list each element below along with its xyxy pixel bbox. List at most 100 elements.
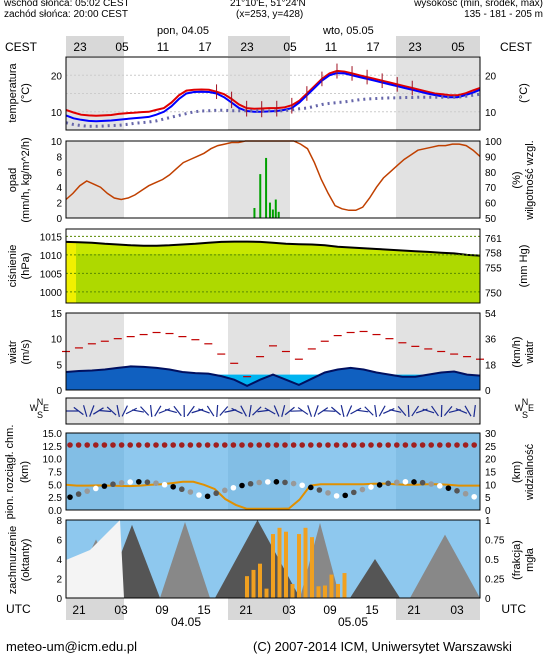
temp-label: temperatura xyxy=(7,62,19,122)
wind-dir-arrow-8 xyxy=(121,405,128,417)
ceiling-dot xyxy=(402,442,409,448)
ceiling-dot xyxy=(136,442,142,448)
cloud-dot xyxy=(75,491,82,497)
wind-area xyxy=(66,366,480,390)
bottom-hour-9: 03 xyxy=(450,603,464,617)
windkmh-rtick-1: 18 xyxy=(485,360,497,371)
ceiling-dot xyxy=(265,442,271,448)
wind-dir-arrow-29 xyxy=(257,409,270,413)
visr-rtick-4: 20 xyxy=(485,455,497,466)
bottom-hour-6: 09 xyxy=(323,603,337,617)
windkmh-rtick-2: 36 xyxy=(485,335,497,346)
ceiling-dot xyxy=(394,442,400,448)
bottom-hour-2: 09 xyxy=(155,603,169,617)
panel-frame-press xyxy=(65,228,481,304)
wind-dir-arrow-3 xyxy=(89,405,95,417)
cloud-tick-1: 2 xyxy=(56,575,62,586)
temp-unit-r: (°C) xyxy=(518,83,530,103)
tz-left-top: CEST xyxy=(5,40,38,54)
ceiling-dot xyxy=(273,442,280,448)
ceiling-dot xyxy=(101,442,108,448)
grid-text: (x=253, y=428) xyxy=(236,9,304,20)
wind-dir-arrow-12 xyxy=(149,404,153,418)
precip-tick-3: 6 xyxy=(56,168,62,179)
visr-rtick-2: 10 xyxy=(485,480,497,491)
tz-left-bottom: UTC xyxy=(6,602,31,616)
press-tick-3: 1015 xyxy=(40,232,63,243)
night-band xyxy=(396,141,480,218)
precip-tick-2: 4 xyxy=(56,183,62,194)
temp-rtick-0: 10 xyxy=(485,108,497,119)
day2-label: wto, 05.05 xyxy=(323,25,374,37)
wind-dir-arrow-16 xyxy=(173,405,182,417)
cloud-dot xyxy=(161,481,168,488)
precip-tick-4: 8 xyxy=(56,152,62,163)
ceiling-dot xyxy=(93,442,99,448)
vis-tick-3: 7.5 xyxy=(48,468,62,479)
wind-dir-arrow-5 xyxy=(98,409,112,413)
panel-frame-temp xyxy=(65,56,481,131)
cloud-dot xyxy=(110,481,116,488)
windkmh-rtick-0: 0 xyxy=(485,386,491,397)
precip-bar-2 xyxy=(265,157,268,218)
wind-dir-arrow-44 xyxy=(356,409,369,413)
cloud-dot xyxy=(170,483,176,490)
wind-dir-arrow-21 xyxy=(206,405,215,417)
wind-dir-arrow-31 xyxy=(273,405,280,417)
wind-dir-arrow-49 xyxy=(389,409,402,413)
hum-rtick-1: 60 xyxy=(485,199,497,210)
email-link[interactable]: meteo-um@icm.edu.pl xyxy=(6,639,137,654)
fog-bar-0 xyxy=(245,576,249,598)
vis-tick-4: 10.0 xyxy=(43,455,63,466)
top-band xyxy=(66,36,124,56)
pressmm-rtick-3: 761 xyxy=(485,234,502,245)
precip-bar-4 xyxy=(271,209,274,218)
ceiling-dot xyxy=(118,442,125,448)
top-hour-4: 23 xyxy=(240,40,254,54)
vis-tick-1: 2.5 xyxy=(48,493,62,504)
fog-bar-11 xyxy=(316,586,321,598)
wind-dir-arrow-13 xyxy=(154,405,162,417)
wind-dir-arrow-23 xyxy=(219,406,229,416)
rose-right-N: N xyxy=(522,397,529,407)
bottom-hour-1: 03 xyxy=(114,603,128,617)
hum-rtick-0: 50 xyxy=(485,214,497,225)
cloud-dot xyxy=(445,485,452,491)
pressure-line xyxy=(65,240,481,257)
wind-dir-arrow-42 xyxy=(346,405,353,417)
wind-dir-arrow-37 xyxy=(313,405,319,417)
coords-text: 21°10'E, 51°24'N xyxy=(230,0,306,9)
wind-dir-arrow-10 xyxy=(131,409,145,413)
vis-label-r: widzialność xyxy=(524,443,536,501)
cloud-layer-2 xyxy=(160,521,210,598)
wind-dir-arrow-9 xyxy=(125,407,138,415)
vis-unit-r: (km) xyxy=(511,461,523,483)
fog-bar-4 xyxy=(271,534,275,598)
hum-rtick-2: 70 xyxy=(485,183,497,194)
copyright-text: (C) 2007-2014 ICM, Uniwersytet Warszawsk… xyxy=(253,639,512,654)
fog-bar-6 xyxy=(284,531,288,598)
precip-bar-1 xyxy=(259,174,262,218)
vis-unit: (km) xyxy=(19,461,31,483)
ceiling-dot xyxy=(247,442,254,448)
cloud-dot xyxy=(239,482,245,489)
fog-bar-5 xyxy=(277,527,282,598)
cloud-dot xyxy=(265,479,271,485)
wind-dir-arrow-26 xyxy=(240,405,247,417)
wind-dir-arrow-46 xyxy=(374,404,378,418)
ceiling-dot xyxy=(196,442,202,448)
bottom-band xyxy=(396,598,480,620)
fog-rtick-3: 0.75 xyxy=(485,536,505,547)
cloud-dot xyxy=(437,483,443,489)
cloud-dot xyxy=(376,482,383,488)
top-band xyxy=(228,36,290,56)
fog-bar-2 xyxy=(258,563,262,598)
fog-rtick-2: 0.5 xyxy=(485,555,499,566)
rose-left-N: N xyxy=(37,397,44,407)
ceiling-dot xyxy=(437,442,443,448)
visr-rtick-1: 5 xyxy=(485,493,491,504)
wind-dir-arrow-4 xyxy=(92,407,104,415)
cloud-dot xyxy=(462,490,469,497)
cloud-dot xyxy=(144,479,151,485)
